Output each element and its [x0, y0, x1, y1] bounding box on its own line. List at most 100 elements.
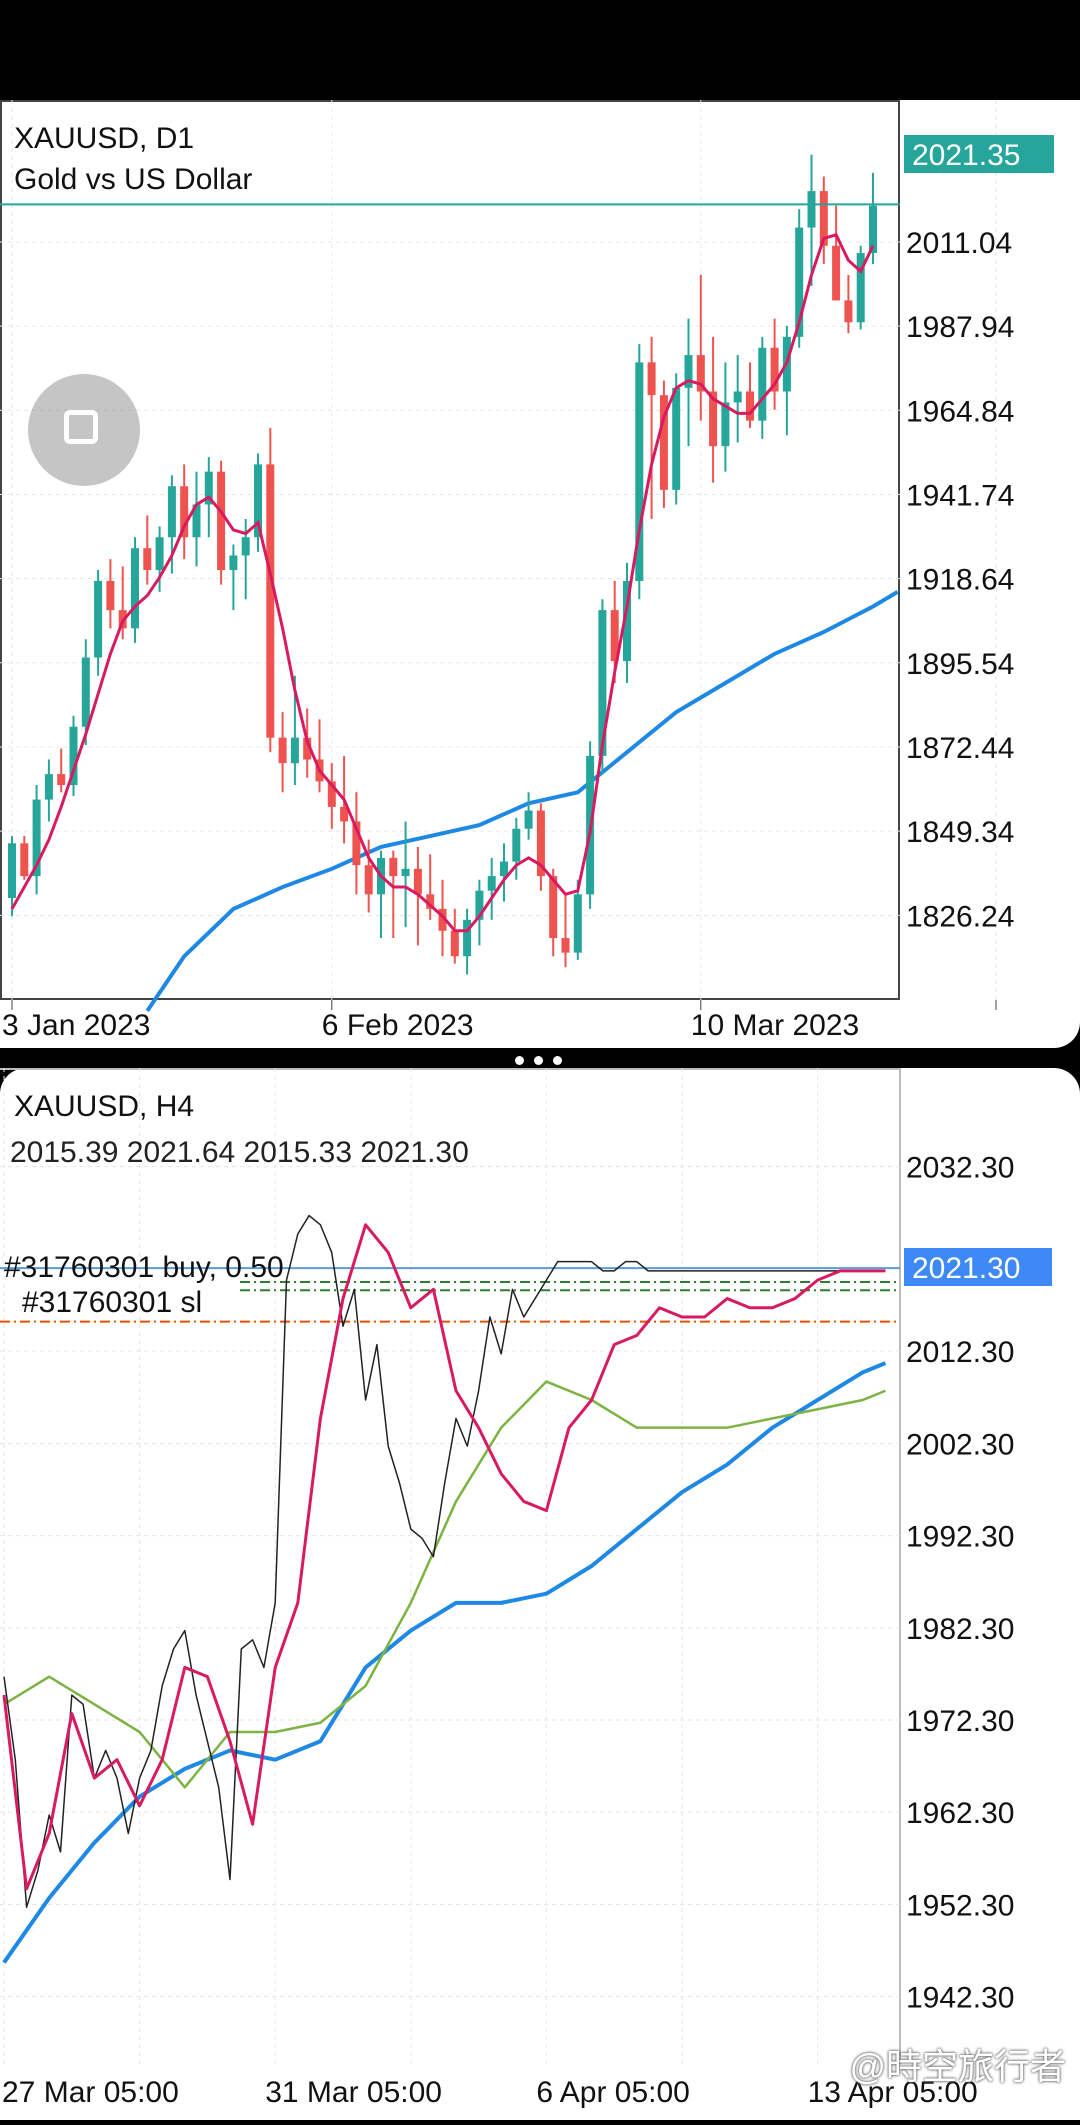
watermark-text: @時空旅行者 — [849, 2046, 1066, 2087]
d1-candle-body — [684, 355, 693, 388]
d1-candle-body — [721, 402, 730, 447]
d1-candle-body — [450, 930, 459, 957]
d1-candle-body — [672, 387, 681, 490]
h4-y-tick-label: 2002.30 — [906, 1428, 1014, 1461]
d1-candle-body — [856, 253, 865, 323]
d1-candle-body — [709, 391, 718, 447]
d1-candle-body — [241, 537, 250, 556]
floating-window-button[interactable] — [28, 374, 140, 486]
d1-candle-body — [401, 868, 410, 877]
h4-y-tick-label: 1952.30 — [906, 1889, 1014, 1922]
d1-candle-body — [20, 843, 29, 877]
d1-chart[interactable]: 2011.04 1987.94 1964.84 1941.74 1918.64 1895.… — [0, 100, 1080, 1048]
d1-candles — [8, 154, 877, 975]
h4-grid — [0, 1068, 900, 2064]
d1-symbol-title: XAUUSD, D1 — [14, 122, 194, 155]
d1-fast-ma — [10, 233, 875, 933]
panel-resize-handle[interactable] — [510, 1052, 570, 1066]
d1-candle-body — [598, 610, 607, 756]
d1-candle-body — [426, 894, 435, 909]
d1-candle-body — [44, 774, 53, 800]
d1-symbol-subtitle: Gold vs US Dollar — [14, 163, 252, 196]
d1-candle-body — [869, 205, 877, 254]
h4-series — [2, 1214, 887, 1964]
d1-x-tick-label: 6 Feb 2023 — [322, 1009, 474, 1042]
square-icon — [64, 410, 98, 444]
d1-candle-body — [81, 657, 90, 727]
d1-candle-body — [278, 737, 287, 764]
h4-series-line-ma_fast — [2, 1223, 886, 1891]
d1-candle-body — [180, 486, 189, 538]
h4-ohlc-readout: 2015.39 2021.64 2015.33 2021.30 — [10, 1136, 469, 1169]
d1-x-tick-label: 3 Jan 2023 — [2, 1009, 150, 1042]
d1-y-tick-label: 1941.74 — [906, 479, 1014, 512]
d1-candle-body — [413, 868, 422, 895]
h4-order-label[interactable]: #31760301 buy, 0.50 — [4, 1251, 284, 1284]
h4-x-tick-label: 31 Mar 05:00 — [265, 2076, 442, 2109]
d1-slow-ma — [145, 590, 899, 1013]
h4-series-line-ma_slow — [2, 1361, 887, 1964]
d1-candle-body — [94, 580, 103, 658]
h4-series-line-ma_mid — [3, 1380, 886, 1789]
d1-candle-body — [635, 362, 644, 581]
d1-candle-body — [832, 245, 841, 301]
d1-y-tick-label: 1849.34 — [906, 816, 1014, 849]
d1-candle-body — [512, 828, 521, 862]
d1-fast-ma-line — [10, 233, 875, 933]
d1-candle-body — [327, 781, 336, 807]
d1-candle-body — [389, 857, 398, 877]
d1-y-tick-label: 1872.44 — [906, 732, 1014, 765]
d1-candle-body — [229, 555, 238, 571]
d1-candle-body — [561, 938, 570, 953]
d1-candle-body — [204, 471, 213, 505]
h4-trade-level-lines — [0, 1267, 900, 1323]
d1-candle-body — [475, 890, 484, 920]
d1-candle-body — [340, 806, 349, 822]
d1-current-price-label: 2021.35 — [912, 139, 1020, 172]
d1-y-tick-label: 1826.24 — [906, 900, 1014, 933]
d1-y-tick-label: 1895.54 — [906, 648, 1014, 681]
d1-slow-ma-line — [145, 590, 899, 1013]
d1-candle-body — [69, 726, 78, 786]
h4-chart-panel[interactable]: 2032.30 2012.30 2002.30 1992.30 1982.30 1972.… — [0, 1068, 1080, 2120]
d1-candle-body — [536, 810, 545, 877]
d1-candle-body — [500, 861, 508, 877]
d1-candle-body — [696, 355, 705, 392]
d1-candle-body — [549, 876, 558, 939]
h4-sl-label[interactable]: #31760301 sl — [22, 1286, 202, 1319]
d1-candle-body — [819, 191, 828, 246]
h4-y-tick-label: 2012.30 — [906, 1336, 1014, 1369]
d1-candle-body — [487, 876, 496, 891]
d1-candle-body — [807, 191, 816, 228]
h4-x-tick-label: 6 Apr 05:00 — [536, 2076, 689, 2109]
d1-current-price-tag: 2021.35 — [904, 135, 1054, 173]
d1-candle-body — [131, 548, 139, 629]
d1-candle-body — [463, 919, 472, 957]
d1-candle-body — [266, 464, 275, 738]
d1-candle-body — [770, 347, 779, 392]
h4-y-tick-label: 1972.30 — [906, 1705, 1014, 1738]
d1-candle-body — [106, 580, 115, 611]
h4-y-tick-label: 1992.30 — [906, 1521, 1014, 1554]
d1-x-axis: 3 Jan 2023 6 Feb 2023 10 Mar 2023 — [2, 1000, 997, 1042]
d1-candle-body — [795, 227, 804, 337]
h4-series-line-line_h4 — [3, 1214, 886, 1908]
d1-candle-body — [303, 737, 312, 760]
d1-candle-body — [438, 908, 447, 931]
d1-plot-frame — [0, 100, 900, 1000]
d1-candle-body — [8, 843, 16, 898]
d1-candle-body — [57, 774, 66, 786]
d1-y-tick-label: 1964.84 — [906, 395, 1014, 428]
d1-candle-body — [290, 737, 299, 764]
d1-candle-body — [647, 362, 656, 396]
h4-x-axis: 27 Mar 05:00 31 Mar 05:00 6 Apr 05:00 13 Ap… — [2, 2076, 978, 2109]
d1-x-tick-label: 10 Mar 2023 — [691, 1009, 859, 1042]
d1-candle-body — [746, 391, 754, 421]
h4-chart[interactable]: 2032.30 2012.30 2002.30 1992.30 1982.30 1972.… — [0, 1068, 1080, 2120]
d1-chart-panel[interactable]: 2011.04 1987.94 1964.84 1941.74 1918.64 1895.… — [0, 100, 1080, 1048]
d1-candle-body — [524, 810, 533, 829]
d1-candle-body — [844, 300, 853, 323]
d1-candle-body — [659, 395, 668, 490]
h4-symbol-title: XAUUSD, H4 — [14, 1090, 194, 1123]
d1-candle-body — [610, 610, 619, 662]
